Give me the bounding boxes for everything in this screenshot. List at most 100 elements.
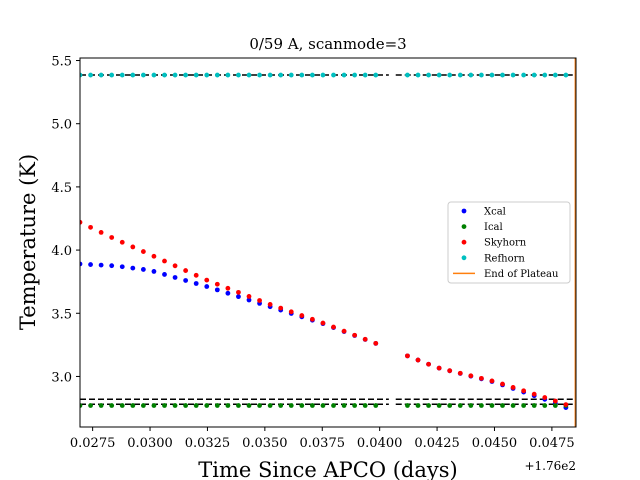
- data-point-refhorn: [214, 72, 220, 78]
- data-point-ical: [436, 403, 442, 408]
- data-point-ical: [246, 403, 252, 408]
- x-axis-offset-label: +1.76e2: [524, 459, 576, 473]
- series-refhorn: [80, 72, 569, 78]
- data-point-skyhorn: [447, 368, 453, 374]
- x-tick-label: 0.0425: [414, 436, 460, 451]
- y-tick-label: 4.5: [51, 181, 72, 196]
- data-point-refhorn: [426, 72, 431, 78]
- data-point-ical: [162, 403, 167, 408]
- data-point-ical: [552, 403, 558, 408]
- data-point-refhorn: [246, 72, 252, 78]
- data-point-skyhorn: [552, 398, 558, 404]
- data-point-skyhorn: [405, 353, 410, 359]
- data-point-xcal: [236, 294, 241, 300]
- data-point-skyhorn: [151, 253, 157, 259]
- data-point-ical: [478, 403, 484, 408]
- data-point-skyhorn: [130, 244, 136, 250]
- data-point-ical: [288, 403, 294, 408]
- data-point-skyhorn: [267, 301, 273, 307]
- legend-marker-refhorn: [461, 255, 467, 261]
- y-tick-label: 4.0: [51, 244, 72, 259]
- data-point-refhorn: [288, 72, 294, 78]
- data-point-ical: [405, 403, 410, 408]
- legend: Xcal Ical Skyhorn Refhorn End of Plateau: [447, 201, 571, 284]
- data-point-skyhorn: [109, 235, 115, 240]
- data-point-skyhorn: [204, 277, 210, 283]
- data-point-skyhorn: [183, 268, 189, 273]
- data-point-xcal: [109, 263, 115, 269]
- data-point-ical: [119, 403, 125, 408]
- data-point-ical: [278, 403, 284, 408]
- data-point-refhorn: [531, 72, 537, 78]
- data-point-ical: [489, 403, 495, 408]
- data-point-ical: [204, 403, 210, 408]
- axis-ticks: 0.0275 0.0300 0.0325 0.0350 0.0375 0.0400 0.04…: [51, 55, 574, 451]
- x-tick-label: 0.0325: [185, 436, 231, 451]
- legend-box: [447, 201, 571, 284]
- x-axis-label: Time Since APCO (days): [198, 458, 457, 480]
- data-point-ical: [500, 403, 505, 408]
- data-point-xcal: [151, 269, 157, 274]
- data-point-skyhorn: [531, 391, 537, 397]
- data-point-refhorn: [563, 72, 569, 78]
- data-point-xcal: [246, 297, 252, 303]
- x-tick-label: 0.0450: [472, 436, 518, 451]
- data-point-refhorn: [204, 72, 210, 78]
- data-point-refhorn: [225, 72, 231, 78]
- data-point-skyhorn: [362, 336, 368, 342]
- data-point-ical: [426, 403, 431, 408]
- data-point-refhorn: [151, 72, 157, 78]
- data-point-skyhorn: [510, 385, 516, 390]
- legend-marker-xcal: [461, 208, 467, 214]
- data-point-skyhorn: [288, 309, 294, 315]
- x-tick-label: 0.0475: [529, 436, 575, 451]
- data-point-skyhorn: [119, 239, 125, 245]
- data-point-skyhorn: [320, 320, 326, 326]
- data-point-ical: [236, 403, 241, 408]
- data-point-ical: [151, 403, 157, 408]
- data-point-refhorn: [341, 72, 347, 78]
- data-point-refhorn: [373, 72, 379, 78]
- data-point-skyhorn: [98, 230, 104, 235]
- data-point-ical: [542, 403, 548, 408]
- y-tick-label: 3.0: [51, 370, 72, 385]
- data-point-ical: [193, 403, 199, 408]
- data-point-ical: [373, 403, 379, 408]
- data-point-ical: [109, 403, 115, 408]
- data-point-skyhorn: [80, 219, 83, 225]
- data-point-refhorn: [119, 72, 125, 78]
- data-point-ical: [352, 403, 358, 408]
- data-point-ical: [415, 403, 421, 408]
- data-point-refhorn: [405, 72, 410, 78]
- data-point-ical: [80, 403, 83, 408]
- data-point-refhorn: [457, 72, 463, 78]
- data-point-skyhorn: [415, 357, 421, 363]
- data-point-ical: [172, 403, 178, 408]
- data-point-ical: [320, 403, 326, 408]
- data-point-xcal: [119, 264, 125, 270]
- data-point-xcal: [183, 278, 189, 283]
- data-point-refhorn: [468, 72, 474, 78]
- legend-label-xcal: Xcal: [484, 207, 506, 218]
- data-point-skyhorn: [521, 388, 527, 394]
- data-point-ical: [130, 403, 136, 408]
- legend-label-end-of-plateau: End of Plateau: [484, 269, 559, 280]
- data-point-ical: [98, 403, 104, 408]
- data-point-skyhorn: [299, 313, 305, 318]
- data-point-skyhorn: [373, 340, 379, 346]
- data-point-refhorn: [352, 72, 358, 78]
- data-point-skyhorn: [225, 285, 231, 291]
- data-point-skyhorn: [88, 224, 93, 230]
- legend-label-skyhorn: Skyhorn: [484, 238, 527, 249]
- data-point-ical: [447, 403, 453, 408]
- legend-marker-skyhorn: [461, 239, 467, 245]
- data-point-refhorn: [236, 72, 241, 78]
- data-point-skyhorn: [162, 258, 167, 264]
- y-tick-label: 5.0: [51, 118, 72, 133]
- data-point-ical: [510, 403, 516, 408]
- data-point-refhorn: [299, 72, 305, 78]
- data-point-skyhorn: [489, 378, 495, 384]
- data-point-ical: [468, 403, 474, 408]
- data-point-xcal: [98, 262, 104, 268]
- data-point-refhorn: [478, 72, 484, 78]
